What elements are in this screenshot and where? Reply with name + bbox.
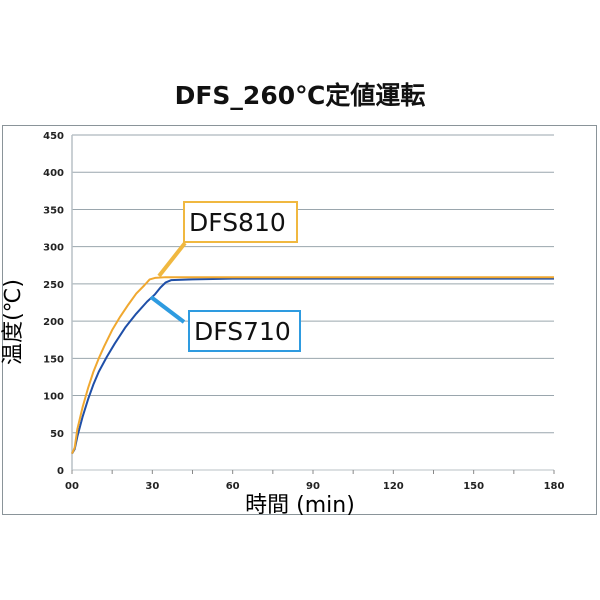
- chart-frame: [2, 125, 597, 515]
- y-tick-label: 200: [43, 317, 64, 328]
- dfs810-leader-line: [157, 241, 187, 278]
- y-axis-label: 温度(℃): [1, 279, 26, 365]
- x-axis-label: 時間 (min): [245, 493, 355, 518]
- x-tick-label: 90: [306, 481, 320, 492]
- x-tick-label: 30: [145, 481, 159, 492]
- dfs710-callout: DFS710: [188, 310, 301, 352]
- y-tick-label: 300: [43, 243, 64, 254]
- y-tick-label: 100: [43, 392, 64, 403]
- series-line-dfs710: [71, 277, 554, 455]
- x-tick-label: 00: [65, 481, 79, 492]
- y-tick-label: 250: [43, 280, 64, 291]
- dfs810-callout: DFS810: [183, 201, 298, 243]
- y-tick-label: 350: [43, 205, 64, 216]
- y-tick-label: 150: [43, 354, 64, 365]
- x-tick-label: 180: [544, 481, 565, 492]
- x-tick-label: 150: [463, 481, 484, 492]
- x-tick-label: 60: [226, 481, 240, 492]
- y-tick-label: 450: [43, 131, 64, 142]
- y-tick-label: 400: [43, 168, 64, 179]
- dfs710-leader-line: [149, 295, 186, 324]
- y-tick-label: 50: [50, 429, 64, 440]
- series-line-dfs810: [71, 276, 554, 455]
- x-tick-label: 120: [383, 481, 404, 492]
- y-tick-label: 0: [57, 466, 64, 477]
- chart-title: DFS_260℃定値運転: [174, 81, 426, 110]
